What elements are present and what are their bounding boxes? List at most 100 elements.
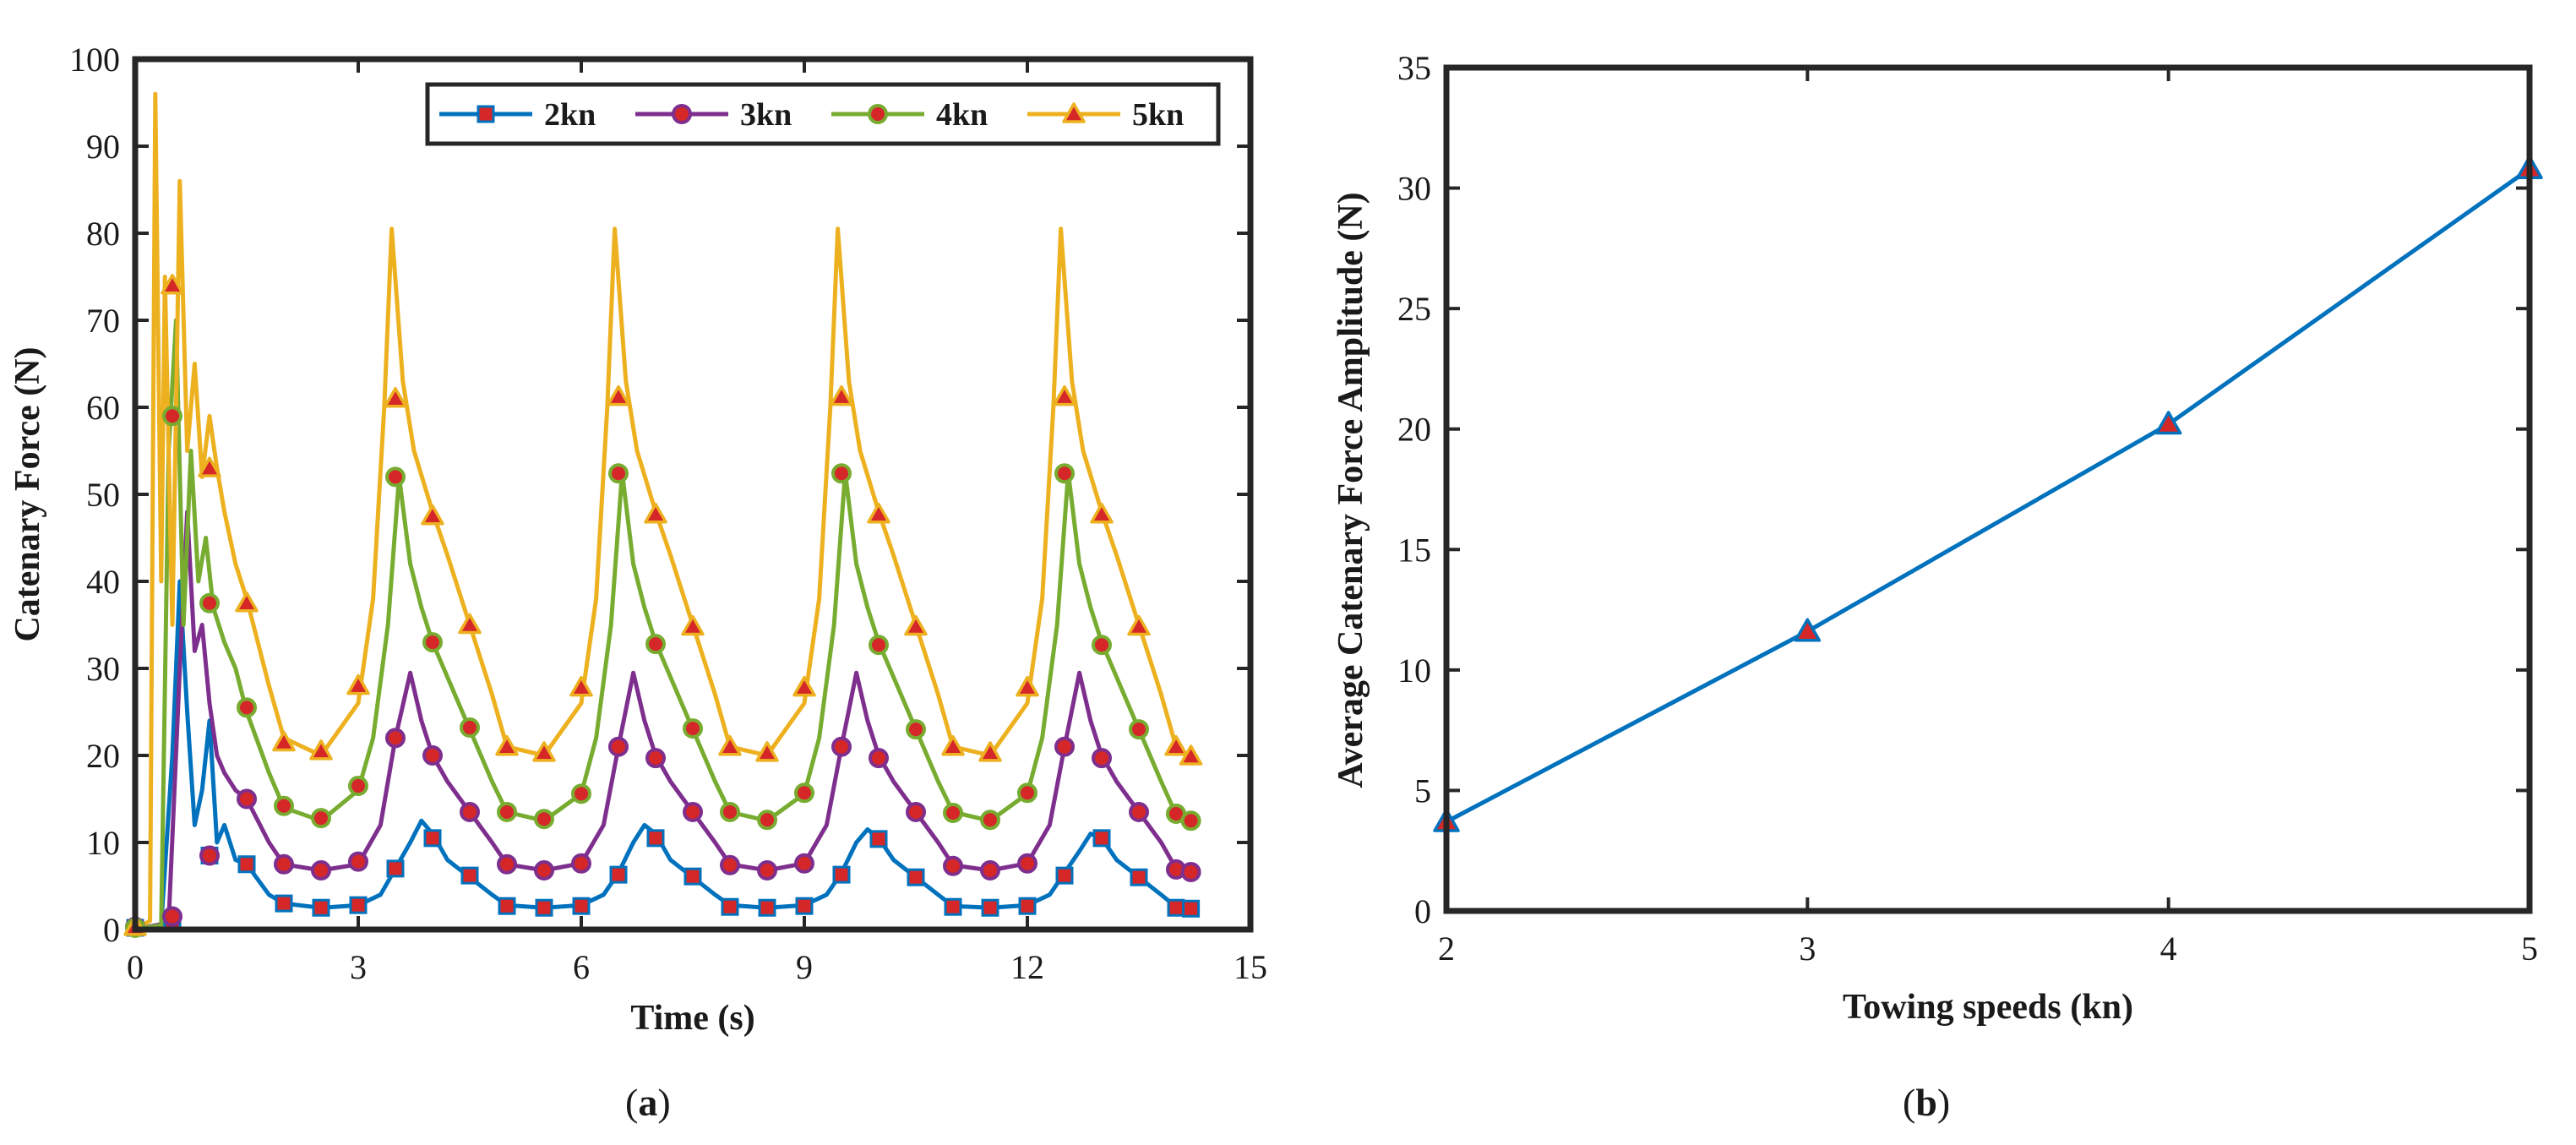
data-point-2kn [981, 898, 999, 917]
data-point-2kn [646, 829, 665, 848]
data-point-3kn [757, 859, 777, 881]
panel-a-y-tick-label: 40 [86, 563, 120, 601]
data-point-5kn [792, 675, 816, 697]
panel-b-y-tick-label: 5 [1414, 772, 1431, 810]
data-point-4kn [645, 634, 666, 655]
legend-marker-shape-2kn [477, 105, 495, 123]
data-point-5kn [1179, 744, 1203, 766]
data-point-2kn [832, 865, 851, 884]
data-point-2kn [1055, 866, 1074, 885]
panel-a-y-tick-label: 100 [69, 41, 120, 79]
data-point-5kn [718, 734, 742, 756]
panel-a-ticks [133, 57, 1252, 931]
data-point-3kn [1129, 801, 1149, 822]
panel-a-x-tick-label: 0 [127, 948, 144, 986]
data-point-2kn [721, 897, 739, 916]
data-point-5kn [532, 741, 556, 762]
data-point-2kn [386, 859, 405, 878]
data-point-3kn [1180, 862, 1201, 883]
panel-b-caption: (b) [1903, 1081, 1950, 1124]
data-point-3kn [497, 853, 517, 875]
data-point-4kn [460, 717, 480, 739]
panel-a-x-tick-label: 6 [573, 948, 590, 986]
legend-label-4kn: 4kn [936, 97, 988, 133]
legend-item-5kn: 5kn [1027, 97, 1184, 133]
legend-label-5kn: 5kn [1132, 97, 1184, 133]
data-point-4kn [1129, 719, 1149, 740]
data-point-3kn [980, 859, 1000, 881]
data-point-4kn [608, 463, 629, 484]
data-point-5kn [272, 730, 296, 752]
data-point-4kn [1180, 810, 1201, 831]
data-point-5kn [421, 504, 444, 526]
data-point-4kn [720, 801, 740, 822]
data-point-4kn [683, 718, 703, 739]
data-point-3kn [1054, 736, 1075, 757]
legend-marker-shape-3kn [672, 104, 692, 124]
data-point-2kn [1092, 829, 1111, 848]
panel-a-y-tick-label: 80 [86, 215, 120, 253]
panel-a-tick-labels: 0 3 6 9 12 15 0 10 20 30 40 50 60 70 80 90 100 [69, 41, 1267, 986]
panel-a-y-tick-label: 70 [86, 302, 120, 340]
panel-a-x-tick-label: 9 [796, 948, 813, 986]
data-point-3kn [274, 853, 294, 875]
data-point-speed-4 [2154, 411, 2182, 435]
data-point-3kn [534, 859, 554, 881]
series-line-4kn [134, 318, 1192, 932]
data-point-5kn [309, 739, 333, 761]
panel-a-x-tick-label: 12 [1010, 948, 1044, 986]
panel-b-y-tick-label: 25 [1397, 290, 1431, 328]
data-point-3kn [869, 748, 889, 769]
legend-item-3kn: 3kn [635, 97, 792, 133]
data-point-2kn [1182, 899, 1201, 918]
panel-a-y-tick-label: 90 [86, 128, 120, 166]
data-point-3kn [162, 906, 182, 927]
panel-b-y-tick-label: 30 [1397, 170, 1431, 208]
panel-b-x-tick-label: 2 [1438, 930, 1455, 968]
data-point-5kn [681, 614, 705, 636]
data-point-3kn [906, 801, 926, 822]
data-point-2kn [312, 898, 330, 917]
panel-b-chart: 2 3 4 5 0 5 10 15 20 25 30 35 Towing speeds (kn) Av… [1332, 49, 2543, 1124]
legend-item-2kn: 2kn [439, 97, 596, 133]
panel-b-tick-labels: 2 3 4 5 0 5 10 15 20 25 30 35 [1397, 49, 2538, 968]
data-point-2kn [535, 898, 553, 917]
speed-amplitude-line [1445, 166, 2531, 824]
legend-marker-5kn [1062, 102, 1086, 123]
data-point-5kn [346, 673, 370, 695]
data-point-3kn [460, 801, 480, 822]
legend-marker-4kn [868, 104, 888, 124]
data-point-2kn [795, 897, 814, 915]
panel-b-x-tick-label: 3 [1799, 930, 1816, 968]
data-point-2kn [683, 867, 702, 886]
data-point-5kn [569, 675, 593, 697]
data-point-3kn [645, 748, 666, 769]
panel-a-markers [123, 274, 1203, 938]
data-point-2kn [869, 830, 888, 848]
data-point-4kn [274, 795, 294, 816]
data-point-5kn [495, 734, 519, 756]
data-point-3kn [943, 855, 963, 876]
panel-a-axes-frame [132, 56, 1254, 933]
data-point-4kn [199, 592, 220, 613]
data-point-4kn [571, 783, 591, 804]
data-point-4kn [869, 635, 889, 656]
data-point-5kn [235, 592, 259, 613]
data-point-3kn [199, 845, 220, 866]
data-point-3kn [608, 736, 629, 757]
data-point-3kn [720, 854, 740, 875]
data-point-2kn [572, 897, 591, 915]
data-point-4kn [1092, 635, 1112, 656]
data-point-3kn [1092, 748, 1112, 769]
data-point-5kn [1127, 614, 1151, 636]
panel-a-y-tick-label: 50 [86, 476, 120, 514]
data-point-2kn [944, 897, 962, 916]
data-point-3kn [831, 736, 852, 757]
data-point-5kn [755, 741, 779, 762]
data-point-5kn [1090, 502, 1114, 524]
series-line-5kn [133, 91, 1193, 932]
panel-a-x-tick-label: 3 [350, 948, 367, 986]
data-point-4kn [162, 406, 182, 427]
data-point-4kn [348, 776, 368, 797]
